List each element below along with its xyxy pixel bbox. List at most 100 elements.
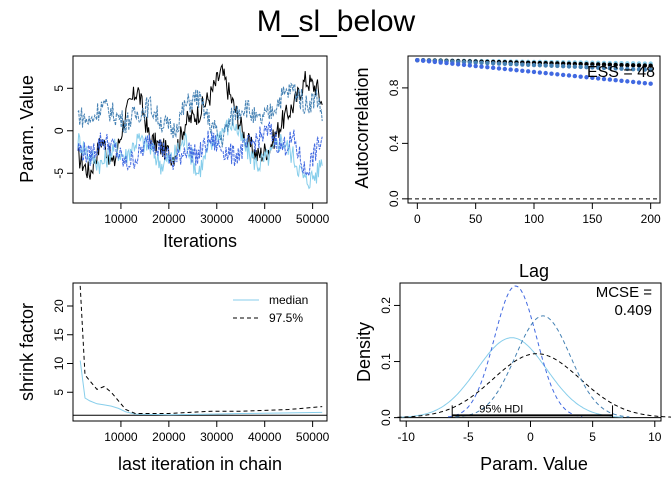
acf-point bbox=[590, 65, 595, 70]
hdi-label: 95% HDI bbox=[479, 403, 523, 415]
y-tick-label: 0.0 bbox=[387, 190, 401, 207]
acf-point bbox=[543, 63, 548, 68]
acf-point bbox=[461, 62, 467, 68]
acf-point bbox=[572, 73, 578, 79]
y-tick-label: 20 bbox=[52, 299, 66, 313]
x-tick-label: 20000 bbox=[152, 212, 186, 226]
acf-point bbox=[537, 63, 543, 68]
acf-point bbox=[636, 80, 642, 85]
acf-point bbox=[555, 72, 560, 77]
acf-point bbox=[508, 61, 513, 67]
acf-point bbox=[648, 67, 653, 73]
acf-point bbox=[444, 60, 449, 66]
acf-point bbox=[601, 65, 607, 71]
shrink-xlabel: last iteration in chain bbox=[118, 454, 282, 474]
acf-point bbox=[549, 63, 554, 68]
acf-point bbox=[642, 80, 648, 86]
density-curve bbox=[455, 315, 630, 418]
mcse-value: 0.409 bbox=[614, 302, 652, 319]
acf-point bbox=[607, 62, 613, 67]
acf-point bbox=[595, 76, 601, 81]
x-tick-label: 40000 bbox=[248, 212, 282, 226]
x-tick-label: 0 bbox=[414, 212, 421, 226]
acf-point bbox=[549, 71, 554, 76]
acf-point bbox=[473, 60, 478, 65]
shrink-factor-panel: 10000 20000 30000 40000 50000 5 10 15 20 median … bbox=[17, 282, 330, 474]
ess-annotation: ESS = 48 bbox=[587, 64, 655, 81]
y-tick-label: 0.8 bbox=[387, 79, 401, 96]
acf-point bbox=[578, 64, 583, 70]
acf-point bbox=[467, 60, 473, 65]
acf-point bbox=[490, 65, 496, 71]
acf-point bbox=[636, 63, 642, 68]
acf-ylabel: Autocorrelation bbox=[352, 67, 372, 188]
density-curve bbox=[447, 285, 583, 418]
x-tick-label: 10 bbox=[648, 430, 662, 444]
acf-point bbox=[525, 69, 531, 74]
mcse-label: MCSE = bbox=[596, 284, 653, 301]
acf-point bbox=[648, 63, 653, 68]
acf-ticks: 0 50 100 150 200 0.0 0.4 0.8 bbox=[387, 79, 661, 226]
density-panel: 95% HDI -10 -5 0 5 100.00.10.2 MCSE = 0.409 … bbox=[354, 282, 671, 474]
acf-point bbox=[625, 79, 630, 84]
trace-panel: 10000 20000 30000 40000 50000 -5 0 5 Iterations… bbox=[17, 55, 330, 251]
acf-point bbox=[525, 62, 531, 67]
acf-point bbox=[630, 79, 636, 85]
trace-series bbox=[77, 63, 323, 190]
acf-point bbox=[473, 63, 478, 69]
density-ylabel: Density bbox=[354, 322, 374, 382]
shrink-line bbox=[79, 285, 323, 414]
trace-line bbox=[77, 121, 323, 178]
acf-point bbox=[613, 77, 618, 83]
trace-line bbox=[77, 115, 323, 190]
acf-point bbox=[479, 60, 484, 66]
acf-point bbox=[560, 72, 566, 78]
acf-point bbox=[479, 64, 484, 69]
acf-point bbox=[595, 65, 601, 70]
acf-point bbox=[619, 66, 624, 71]
figure-title: M_sl_below bbox=[257, 5, 416, 38]
acf-point bbox=[438, 60, 443, 65]
shrink-ylabel: shrink factor bbox=[17, 303, 37, 401]
trace-ticks: 10000 20000 30000 40000 50000 -5 0 5 bbox=[52, 85, 330, 226]
acf-point bbox=[566, 64, 572, 69]
x-tick-label: 50000 bbox=[296, 430, 330, 444]
acf-point bbox=[543, 70, 548, 76]
acf-point bbox=[560, 64, 566, 69]
acf-point bbox=[514, 67, 519, 73]
x-tick-label: -10 bbox=[398, 430, 416, 444]
acf-point bbox=[619, 78, 624, 83]
acf-point bbox=[601, 76, 607, 82]
acf-point bbox=[648, 81, 653, 86]
acf-point bbox=[490, 61, 496, 66]
y-tick-label: 0 bbox=[52, 127, 66, 134]
acf-point bbox=[455, 62, 461, 67]
x-tick-label: 200 bbox=[641, 212, 661, 226]
acf-point bbox=[496, 66, 502, 71]
density-curve bbox=[397, 353, 671, 418]
acf-point bbox=[531, 69, 537, 75]
acf-point bbox=[415, 57, 420, 63]
acf-point bbox=[485, 65, 490, 70]
acf-point bbox=[520, 62, 525, 67]
trace-line bbox=[77, 63, 323, 180]
y-tick-label: 0.4 bbox=[387, 135, 401, 152]
x-tick-label: 150 bbox=[582, 212, 602, 226]
acf-point bbox=[642, 63, 648, 68]
acf-point bbox=[636, 67, 642, 72]
x-tick-label: 10000 bbox=[104, 430, 138, 444]
acf-point bbox=[520, 68, 525, 73]
shrink-legend: median 97.5% bbox=[233, 293, 308, 325]
acf-point bbox=[642, 67, 648, 72]
acf-point bbox=[584, 61, 589, 67]
density-curve bbox=[400, 337, 623, 418]
density-ticks: -10 -5 0 5 10 0.0 0.1 0.2 bbox=[379, 297, 662, 444]
shrink-ticks: 10000 20000 30000 40000 50000 5 10 15 20 bbox=[52, 299, 330, 444]
trace-xlabel: Iterations bbox=[163, 231, 237, 251]
acf-point bbox=[420, 58, 426, 63]
acf-point bbox=[485, 60, 490, 66]
y-tick-label: 10 bbox=[52, 357, 66, 371]
x-tick-label: 10000 bbox=[104, 212, 138, 226]
y-tick-label: 5 bbox=[52, 85, 66, 92]
